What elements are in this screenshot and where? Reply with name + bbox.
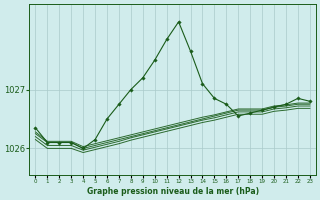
X-axis label: Graphe pression niveau de la mer (hPa): Graphe pression niveau de la mer (hPa) bbox=[87, 187, 259, 196]
